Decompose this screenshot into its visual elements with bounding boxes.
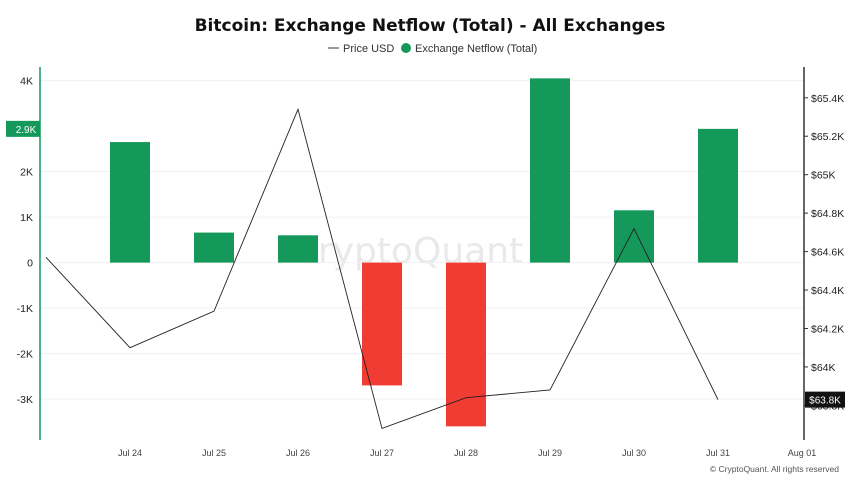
right-tick-label: $65.2K	[811, 131, 844, 143]
left-value-badge-label: 2.9K	[16, 125, 37, 136]
x-tick-label: Jul 30	[622, 448, 646, 458]
legend-price-label[interactable]: Price USD	[343, 43, 394, 55]
right-value-badge: $63.8K	[805, 391, 845, 408]
left-tick-label: 0	[27, 258, 33, 270]
watermark: CryptoQuant	[293, 231, 523, 272]
x-tick-label: Jul 28	[454, 448, 478, 458]
copyright: © CryptoQuant. All rights reserved	[710, 464, 839, 474]
price-line[interactable]	[45, 107, 719, 430]
netflow-bar[interactable]	[194, 232, 234, 263]
left-tick-label: -1K	[17, 303, 33, 315]
netflow-bar[interactable]	[446, 262, 486, 427]
right-tick-label: $64K	[811, 362, 836, 374]
chart-title: Bitcoin: Exchange Netflow (Total) - All …	[195, 16, 666, 36]
netflow-bar[interactable]	[278, 235, 318, 263]
grid	[40, 80, 804, 400]
left-tick-label: -2K	[17, 349, 33, 361]
right-tick-label: $65.4K	[811, 93, 844, 105]
left-tick-label: 1K	[20, 212, 33, 224]
price-line-layer	[45, 107, 719, 430]
x-tick-label: Jul 27	[370, 448, 394, 458]
left-tick-label: 2K	[20, 167, 33, 179]
left-tick-label: -3K	[17, 394, 33, 406]
right-value-badge-label: $63.8K	[809, 396, 841, 407]
netflow-bar[interactable]	[110, 142, 150, 263]
x-tick-label: Jul 29	[538, 448, 562, 458]
netflow-bar[interactable]	[698, 128, 738, 263]
left-axis-ticks: 4K 2K 1K 0 -1K -2K -3K	[17, 76, 34, 406]
netflow-bars	[110, 78, 738, 427]
legend-netflow-label[interactable]: Exchange Netflow (Total)	[415, 43, 537, 55]
right-axis-ticks: $65.4K $65.2K $65K $64.8K $64.6K $64.4K $64.2K…	[804, 93, 844, 412]
right-tick-label: $64.8K	[811, 208, 844, 220]
right-tick-label: $64.2K	[811, 323, 844, 335]
x-axis-ticks: Jul 24 Jul 25 Jul 26 Jul 27 Jul 28 Jul 29 Jul …	[118, 448, 816, 458]
left-value-badge-bg	[6, 120, 40, 137]
legend-netflow-swatch	[401, 43, 411, 53]
x-tick-label: Jul 26	[286, 448, 310, 458]
right-tick-label: $65K	[811, 170, 836, 182]
x-tick-label: Aug 01	[788, 448, 817, 458]
netflow-bar[interactable]	[362, 262, 402, 386]
x-tick-label: Jul 25	[202, 448, 226, 458]
legend: Price USD Exchange Netflow (Total)	[328, 43, 537, 55]
netflow-bar[interactable]	[530, 78, 570, 263]
right-tick-label: $64.4K	[811, 285, 844, 297]
x-tick-label: Jul 24	[118, 448, 142, 458]
x-tick-label: Jul 31	[706, 448, 730, 458]
left-value-badge: 2.9K	[6, 120, 40, 137]
right-tick-label: $64.6K	[811, 247, 844, 259]
right-value-badge-bg	[805, 391, 845, 408]
left-tick-label: 4K	[20, 76, 33, 88]
